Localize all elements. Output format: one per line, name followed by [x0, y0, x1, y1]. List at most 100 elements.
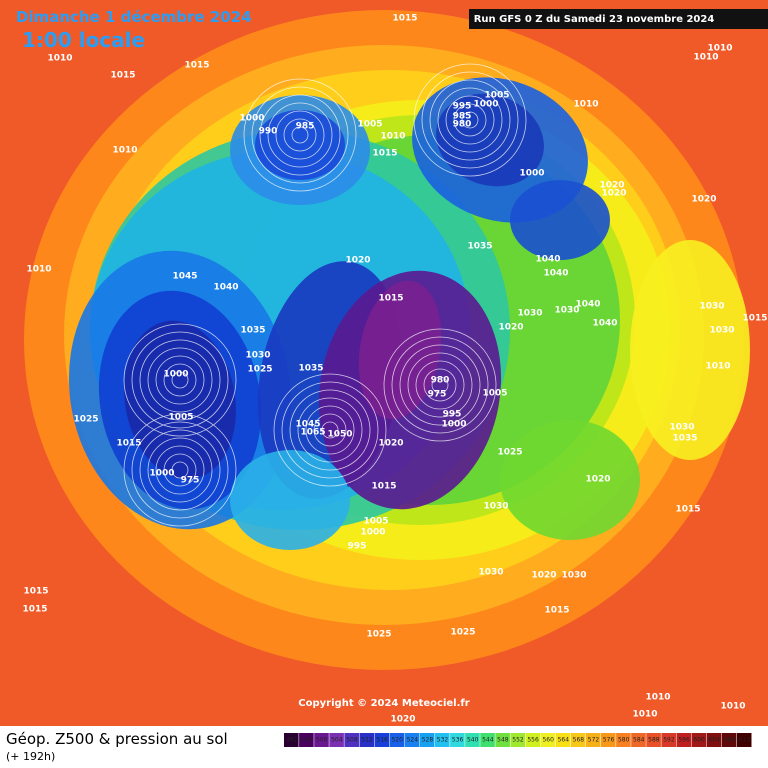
isobar — [399, 344, 481, 426]
isobar — [283, 118, 317, 152]
pressure-label: 1005 — [363, 517, 388, 527]
scale-label: 536 — [452, 737, 464, 744]
isobar — [131, 331, 229, 429]
pressure-label: 980 — [431, 376, 450, 386]
isobar — [445, 95, 495, 145]
isobar — [453, 103, 487, 137]
scale-label: 496 — [301, 737, 313, 744]
scale-swatch — [555, 733, 571, 747]
isobar — [163, 453, 197, 487]
field-blob — [230, 450, 350, 550]
pressure-label: 1020 — [601, 189, 626, 199]
pressure-label: 985 — [453, 112, 472, 122]
pressure-label: 1030 — [245, 351, 270, 361]
pressure-label: 1025 — [73, 415, 98, 425]
scale-swatch — [480, 733, 495, 747]
pressure-label: 975 — [181, 476, 200, 486]
isobar — [305, 405, 355, 455]
isobar — [313, 413, 347, 447]
scale-label: 532 — [437, 737, 449, 744]
pressure-label: 1000 — [473, 100, 498, 110]
scale-swatch — [389, 733, 405, 747]
isobar — [423, 368, 457, 402]
pressure-label: 1005 — [357, 120, 382, 130]
pressure-label: 1020 — [599, 181, 624, 191]
pressure-label: 1025 — [366, 630, 391, 640]
pressure-label: 1035 — [467, 242, 492, 252]
pressure-label: 1000 — [163, 370, 188, 380]
isobar — [407, 352, 473, 418]
isobar — [259, 94, 341, 176]
pressure-label: 1000 — [149, 469, 174, 479]
pressure-label: 990 — [259, 127, 278, 137]
run-info: Run GFS 0 Z du Samedi 23 novembre 2024 — [474, 14, 715, 25]
isobar — [273, 373, 387, 487]
scale-label: 524 — [407, 737, 419, 744]
scale-label: 560 — [542, 737, 554, 744]
pressure-label: 1015 — [116, 439, 141, 449]
scale-swatch — [661, 733, 677, 747]
pressure-label: 1030 — [709, 326, 734, 336]
scale-swatch — [314, 733, 329, 747]
pressure-label: 1020 — [498, 323, 523, 333]
pressure-label: 1015 — [22, 605, 47, 615]
pressure-label: 1010 — [632, 710, 657, 720]
pressure-label: 1005 — [484, 91, 509, 101]
isobar — [421, 71, 519, 169]
pressure-labels: 1015 1010 1015 1015 1010 1000 990 985 1005 1010 10… — [22, 14, 767, 725]
isobar — [243, 78, 357, 192]
isobar — [289, 389, 371, 471]
scale-label: 600 — [693, 737, 705, 744]
scale-label: 520 — [391, 737, 403, 744]
pressure-label: 1035 — [672, 434, 697, 444]
isobar — [147, 347, 213, 413]
scale-swatch — [495, 733, 510, 747]
pressure-label: 975 — [428, 390, 447, 400]
pressure-label: 1000 — [441, 420, 466, 430]
pressure-label: 1045 — [295, 420, 320, 430]
isobar — [155, 355, 205, 405]
isobar — [251, 86, 349, 184]
isobars — [123, 63, 527, 527]
field-blob — [124, 320, 236, 480]
pressure-label: 1050 — [327, 430, 352, 440]
isobar — [267, 102, 333, 168]
scale-swatch — [404, 733, 420, 747]
pressure-label: 1010 — [573, 100, 598, 110]
pressure-label: 1040 — [575, 300, 600, 310]
scale-swatch — [570, 733, 586, 747]
pressure-label: 1015 — [110, 71, 135, 81]
pressure-label: 1035 — [298, 364, 323, 374]
pressure-label: 1020 — [585, 475, 610, 485]
isobar — [171, 461, 189, 479]
run-box — [469, 9, 768, 29]
scale-label: 504 — [331, 737, 343, 744]
field-blob — [510, 180, 610, 260]
pressure-label: 1030 — [517, 309, 542, 319]
pressure-label: 1015 — [378, 294, 403, 304]
scale-swatch — [434, 733, 450, 747]
scale-label: 576 — [603, 737, 615, 744]
isobar — [131, 421, 229, 519]
scale-label: 580 — [618, 737, 630, 744]
scale-swatch — [676, 733, 692, 747]
isobar — [123, 323, 237, 437]
isobar — [415, 360, 465, 410]
pressure-label: 1020 — [531, 571, 556, 581]
scale-swatch — [721, 733, 737, 747]
pressure-label: 1010 — [380, 132, 405, 142]
isobar — [431, 376, 449, 394]
pressure-label: 1010 — [112, 146, 137, 156]
scale-swatch — [691, 733, 707, 747]
scale-swatch — [736, 733, 752, 747]
scale-label: 568 — [573, 737, 585, 744]
field-blob — [358, 280, 442, 420]
pressure-label: 1025 — [450, 628, 475, 638]
pressure-label: 1030 — [561, 571, 586, 581]
scale-label: 596 — [678, 737, 690, 744]
pressure-label: 985 — [296, 122, 315, 132]
scale-swatch — [601, 733, 616, 747]
pressure-label: 995 — [443, 410, 462, 420]
